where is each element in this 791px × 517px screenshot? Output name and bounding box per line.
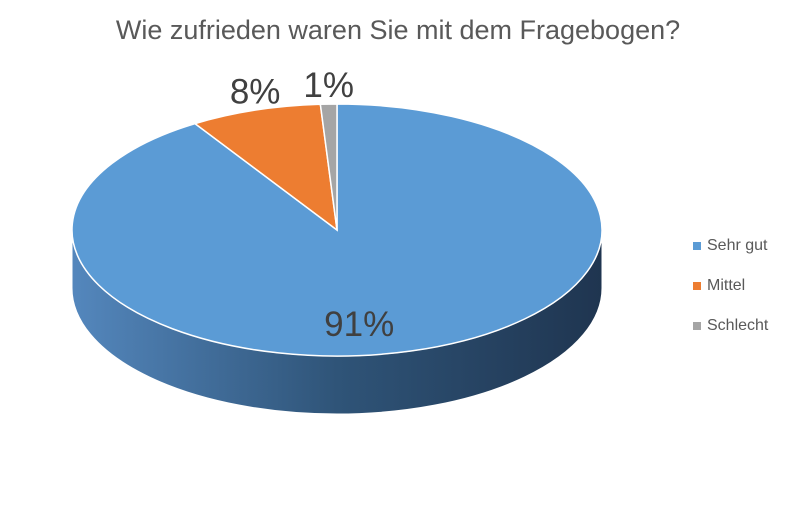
pie-slice [319, 103, 338, 231]
data-label: 91% [324, 305, 394, 344]
legend-swatch [693, 282, 701, 290]
chart-title: Wie zufrieden waren Sie mit dem Fragebog… [116, 15, 680, 45]
legend-swatch [693, 242, 701, 250]
legend-label: Mittel [707, 277, 745, 294]
legend-label: Sehr gut [707, 237, 768, 254]
data-label: 1% [303, 66, 354, 105]
pie-slice [193, 103, 338, 232]
data-label: 8% [230, 72, 281, 111]
legend-swatch [693, 322, 701, 330]
legend-label: Schlecht [707, 317, 769, 334]
